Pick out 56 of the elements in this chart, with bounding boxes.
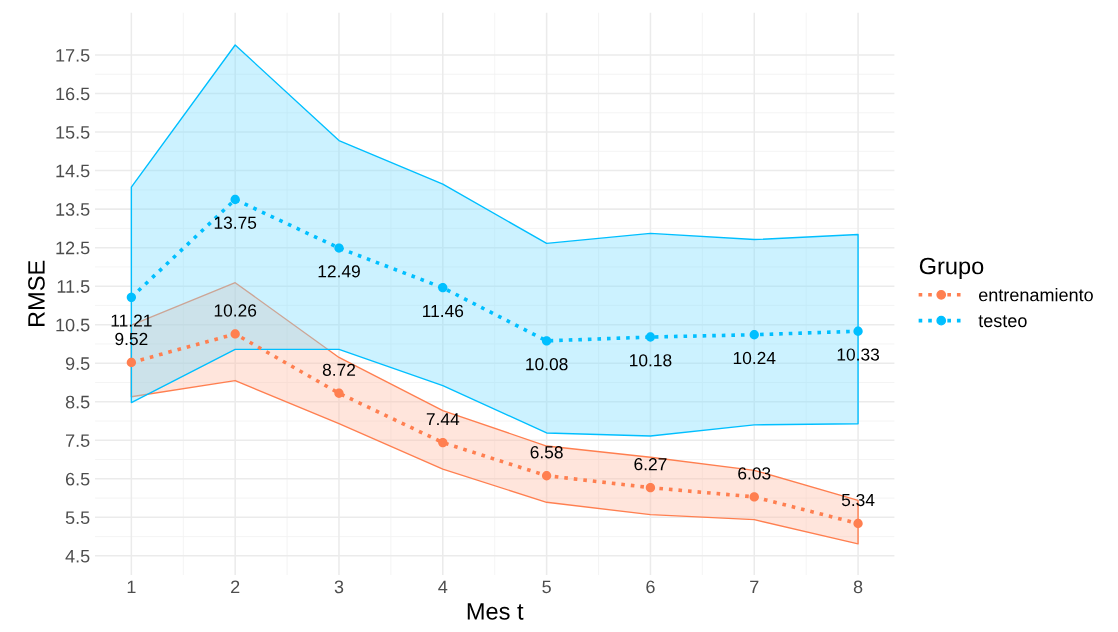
y-tick-label: 11.5	[57, 280, 90, 293]
data-label: 13.75	[214, 216, 257, 229]
x-tick-label: 5	[542, 580, 551, 594]
data-label: 7.44	[426, 413, 460, 426]
y-tick-label: 4.5	[65, 549, 90, 563]
point	[541, 471, 552, 481]
point	[126, 357, 137, 368]
y-tick-label: 9.5	[65, 357, 90, 370]
point	[645, 332, 656, 342]
y-tick-label: 15.5	[56, 126, 90, 139]
data-label: 6.27	[634, 458, 667, 471]
y-tick-label: 12.5	[56, 241, 90, 255]
point	[230, 194, 240, 205]
data-label: 10.18	[630, 354, 672, 367]
point	[541, 336, 552, 346]
x-axis-title: Mes t	[467, 603, 524, 620]
y-tick-label: 6.5	[65, 472, 90, 486]
legend-label: entrenamiento	[978, 288, 1093, 302]
point	[853, 326, 863, 336]
point	[334, 243, 344, 253]
data-label: 10.08	[526, 358, 568, 371]
point	[749, 492, 759, 502]
legend-label: testeo	[978, 315, 1027, 328]
x-tick-label: 2	[231, 580, 240, 594]
y-tick-label: 8.5	[65, 395, 90, 409]
x-tick-label: 4	[438, 580, 448, 594]
data-label: 10.24	[733, 351, 776, 365]
point	[853, 518, 863, 529]
y-tick-label: 5.5	[65, 511, 90, 525]
x-tick-label: 3	[334, 580, 344, 594]
point	[230, 329, 240, 339]
point	[438, 437, 448, 448]
x-tick-label: 6	[646, 580, 655, 594]
point	[126, 292, 137, 303]
y-axis-title: RMSE	[28, 260, 45, 327]
legend-title: Grupo	[919, 257, 984, 280]
point	[749, 330, 759, 340]
data-label: 6.58	[530, 446, 563, 459]
data-label: 5.34	[841, 493, 875, 507]
y-tick-label: 16.5	[56, 87, 90, 101]
point	[438, 283, 448, 293]
data-label: 10.26	[214, 304, 257, 317]
point	[645, 483, 656, 493]
data-label: 11.46	[423, 304, 464, 318]
x-tick-label: 1	[127, 580, 136, 594]
y-tick-label: 10.5	[56, 318, 90, 332]
x-tick-label: 7	[750, 580, 759, 594]
y-tick-label: 13.5	[56, 203, 90, 216]
y-tick-label: 7.5	[66, 434, 90, 447]
y-tick-label: 14.5	[56, 164, 90, 178]
data-label: 8.72	[322, 363, 356, 376]
data-label: 6.03	[738, 467, 771, 480]
x-tick-label: 8	[853, 580, 863, 594]
data-label: 12.49	[318, 265, 360, 278]
point	[334, 388, 344, 398]
y-tick-label: 17.5	[56, 49, 90, 62]
